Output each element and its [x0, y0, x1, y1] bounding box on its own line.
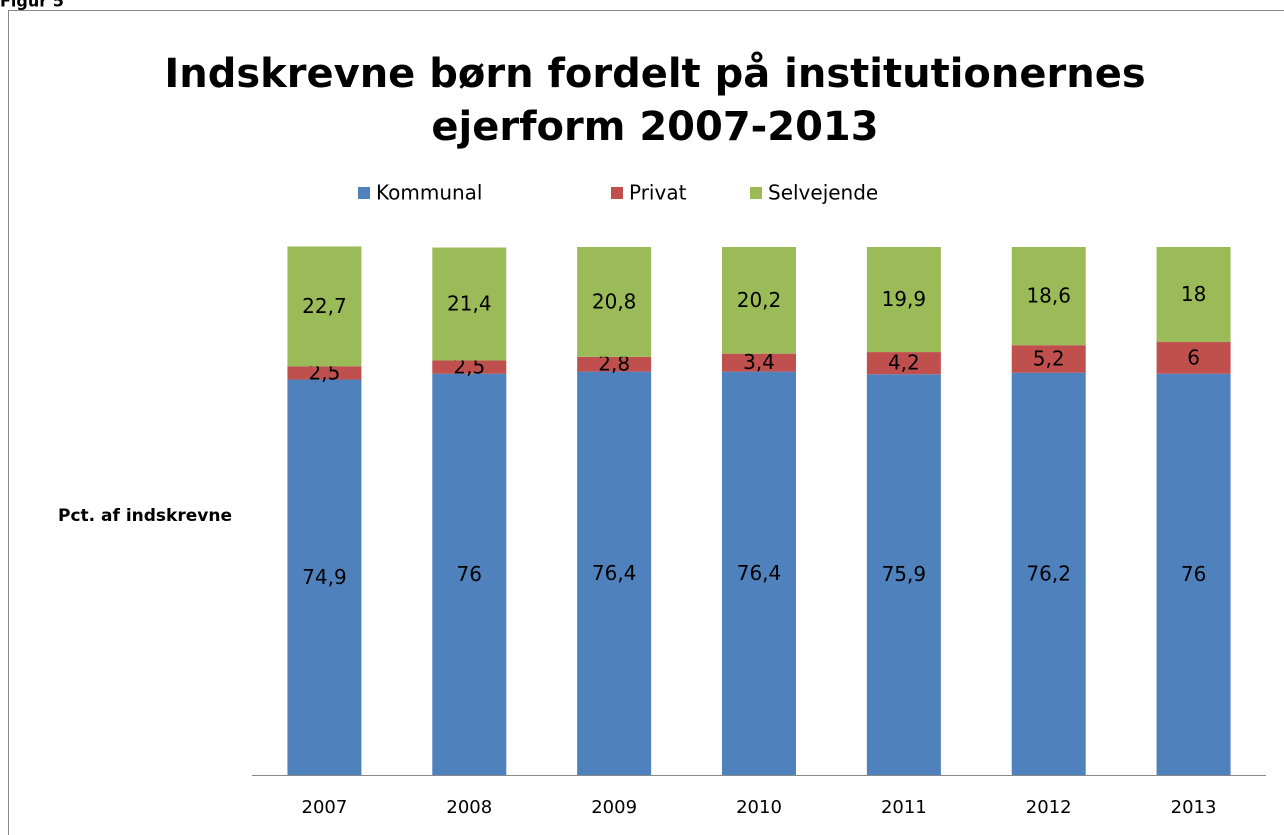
data-label: 75,9	[882, 562, 927, 586]
bar-segment	[866, 247, 941, 353]
bar-segment	[866, 352, 941, 375]
data-label: 76	[457, 562, 482, 586]
x-tick-label: 2010	[736, 797, 782, 818]
data-label: 4,2	[888, 351, 920, 375]
bar-segment	[287, 379, 362, 775]
data-label: 76,4	[737, 561, 782, 585]
data-label: 20,8	[592, 289, 637, 313]
y-axis-label: Pct. af indskrevne	[58, 506, 232, 526]
data-label: 21,4	[447, 292, 492, 316]
chart-title: ejerform 2007-2013	[431, 104, 878, 150]
bar-segment	[722, 247, 796, 354]
bar-segment	[1011, 372, 1086, 775]
bar-segment	[432, 247, 507, 361]
data-label: 74,9	[302, 565, 347, 589]
bar-segment	[287, 366, 362, 380]
x-tick-label: 2007	[302, 797, 348, 818]
legend-swatch	[750, 187, 762, 199]
legend-swatch	[611, 187, 623, 199]
data-label: 5,2	[1033, 346, 1065, 370]
figure-label: Figur 5	[0, 0, 64, 11]
data-label: 22,7	[302, 294, 347, 318]
legend-label: Kommunal	[376, 181, 482, 205]
legend-swatch	[358, 187, 370, 199]
data-label: 20,2	[737, 288, 782, 312]
bar-segment	[722, 371, 796, 775]
x-tick-label: 2009	[591, 797, 637, 818]
bar-segment	[577, 247, 652, 357]
bar-segment	[1011, 247, 1086, 346]
data-label: 6	[1187, 345, 1200, 369]
bar-segment	[287, 246, 362, 367]
bar-segment	[1011, 345, 1086, 373]
bar-segment	[722, 353, 796, 372]
bar-segment	[1156, 247, 1231, 343]
data-label: 76	[1181, 562, 1206, 586]
x-tick-label: 2013	[1171, 797, 1217, 818]
data-label: 3,4	[743, 350, 775, 374]
data-label: 18	[1181, 282, 1206, 306]
chart-title: Indskrevne børn fordelt på institutioner…	[164, 50, 1145, 97]
data-label: 18,6	[1026, 284, 1071, 308]
bar-segment	[432, 360, 507, 374]
legend-label: Selvejende	[768, 181, 878, 205]
data-label: 76,4	[592, 561, 637, 585]
bar-segment	[577, 371, 652, 775]
bar-segment	[577, 356, 652, 372]
x-tick-label: 2011	[881, 797, 927, 818]
data-label: 76,2	[1026, 561, 1071, 585]
bar-segment	[1156, 373, 1231, 775]
x-tick-label: 2012	[1026, 797, 1072, 818]
data-label: 19,9	[882, 287, 927, 311]
x-tick-label: 2008	[446, 797, 492, 818]
chart-border	[8, 10, 1284, 835]
bar-segment	[432, 373, 507, 775]
legend-label: Privat	[629, 181, 687, 205]
bar-segment	[1156, 342, 1231, 374]
bar-segment	[866, 374, 941, 775]
